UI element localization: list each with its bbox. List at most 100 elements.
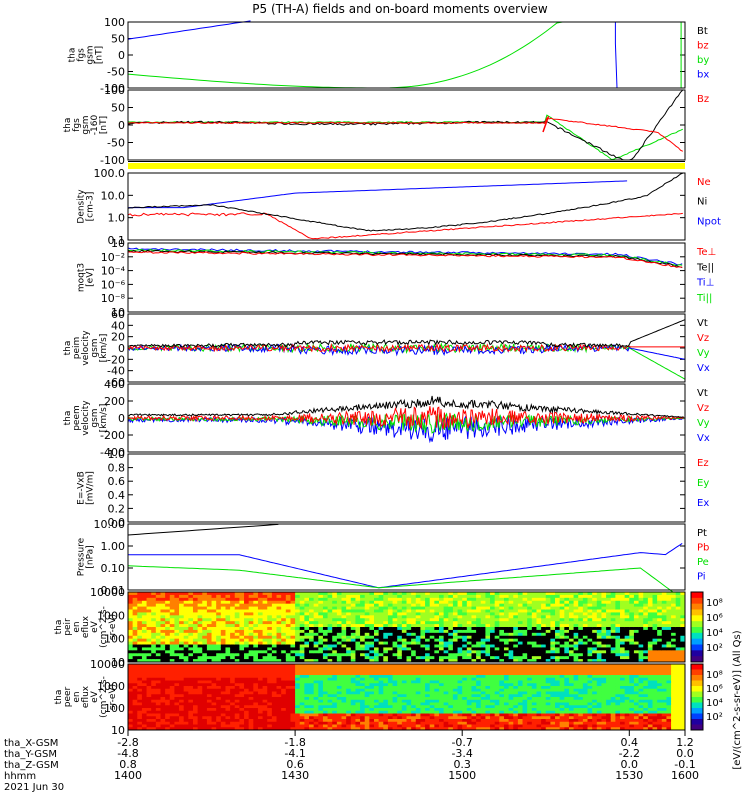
spectrogram-cell [271, 710, 278, 714]
panel-2-traces [127, 89, 686, 161]
spectrogram-cell [592, 644, 598, 648]
spectrogram-cell [174, 627, 180, 631]
spectrogram-cell [485, 594, 491, 599]
legend-bt: Bt [697, 26, 708, 37]
panel-frame [127, 21, 686, 89]
spectrogram-cell [248, 672, 254, 676]
spectrogram-cell [253, 721, 259, 725]
spectrogram-cell [192, 724, 199, 728]
spectrogram-cell [601, 624, 607, 628]
spectrogram-cell [295, 621, 301, 625]
spectrogram-cell [360, 624, 366, 628]
spectrogram-cell [216, 710, 222, 714]
spectrogram-cell [462, 664, 468, 668]
spectrogram-cell [327, 669, 333, 673]
spectrogram-cell [211, 724, 217, 728]
spectrogram-cell [285, 659, 291, 663]
spectrogram-cell [568, 638, 575, 643]
spectrogram-cell [192, 653, 199, 657]
spectrogram-cell [220, 669, 226, 673]
spectrogram-cell [374, 629, 380, 634]
spectrogram-cell [494, 650, 500, 654]
spectrogram-cell [387, 632, 394, 637]
spectrogram-cell [471, 618, 477, 622]
spectrogram-cell [202, 647, 208, 651]
spectrogram-cell [253, 688, 259, 692]
spectrogram-cell [462, 629, 468, 634]
spectrogram-cell [128, 702, 134, 706]
spectrogram-cell [327, 644, 333, 648]
spectrogram-cell [179, 672, 185, 676]
spectrogram-cell [322, 691, 329, 695]
spectrogram-cell [216, 727, 222, 731]
spectrogram-cell [522, 632, 528, 637]
spectrogram-cell [545, 594, 551, 599]
spectrogram-cell [346, 697, 352, 701]
spectrogram-cell [327, 650, 333, 654]
spectrogram-cell [671, 647, 677, 651]
spectrogram-cell [132, 727, 138, 731]
spectrogram-cell [350, 641, 356, 645]
spectrogram-cell [299, 594, 305, 599]
spectrogram-cell [392, 659, 398, 663]
spectrogram-cell [290, 629, 296, 634]
spectrogram-cell [332, 699, 338, 703]
spectrogram-cell [220, 713, 226, 717]
spectrogram-cell [387, 641, 394, 645]
spectrogram-cell [425, 650, 431, 654]
spectrogram-cell [415, 666, 421, 670]
spectrogram-cell [165, 710, 171, 714]
spectrogram-cell [397, 666, 403, 670]
spectrogram-cell [355, 644, 361, 648]
spectrogram-cell [652, 644, 658, 648]
spectrogram-cell [183, 716, 189, 720]
spectrogram-cell [211, 697, 217, 701]
spectrogram-cell [248, 710, 254, 714]
spectrogram-cell [374, 621, 380, 625]
spectrogram-cell [517, 615, 524, 619]
spectrogram-cell [295, 683, 301, 687]
spectrogram-cell [438, 680, 445, 684]
spectrogram-cell [666, 603, 672, 608]
spectrogram-cell [471, 612, 477, 616]
spectrogram-cell [462, 691, 468, 695]
spectrogram-cell [545, 621, 551, 625]
spectrogram-cell [369, 680, 375, 684]
spectrogram-cell [452, 638, 459, 643]
spectrogram-cell [434, 697, 440, 701]
y-tick-label: 60 [111, 308, 125, 321]
spectrogram-cell [160, 621, 166, 625]
spectrogram-cell [397, 618, 403, 622]
spectrogram-cell [276, 621, 282, 625]
spectrogram-cell [434, 699, 440, 703]
spectrogram-cell [230, 609, 236, 613]
spectrogram-cell [281, 656, 287, 660]
spectrogram-cell [239, 716, 245, 720]
spectrogram-cell [281, 694, 287, 698]
spectrogram-cell [374, 594, 380, 599]
spectrogram-cell [318, 627, 324, 631]
spectrogram-cell [132, 710, 138, 714]
spectrogram-cell [336, 688, 343, 692]
spectrogram-cell [318, 659, 324, 663]
spectrogram-cell [188, 597, 194, 602]
spectrogram-cell [211, 641, 217, 645]
spectrogram-cell [216, 697, 222, 701]
spectrogram-cell [596, 592, 602, 596]
spectrogram-cell [188, 675, 194, 679]
spectrogram-cell [230, 666, 236, 670]
spectrogram-cell [183, 644, 189, 648]
spectrogram-cell [206, 697, 213, 701]
spectrogram-cell [332, 609, 338, 613]
spectrogram-cell [374, 592, 380, 596]
spectrogram-cell [211, 719, 217, 723]
spectrogram-cell [336, 603, 343, 608]
spectrogram-cell [480, 609, 486, 613]
spectrogram-cell [425, 606, 431, 610]
spectrogram-cell [503, 627, 510, 631]
spectrogram-cell [165, 606, 171, 610]
spectrogram-cell [457, 641, 463, 645]
spectrogram-cell [355, 659, 361, 663]
spectrogram-cell [132, 647, 138, 651]
spectrogram-cell [174, 716, 180, 720]
